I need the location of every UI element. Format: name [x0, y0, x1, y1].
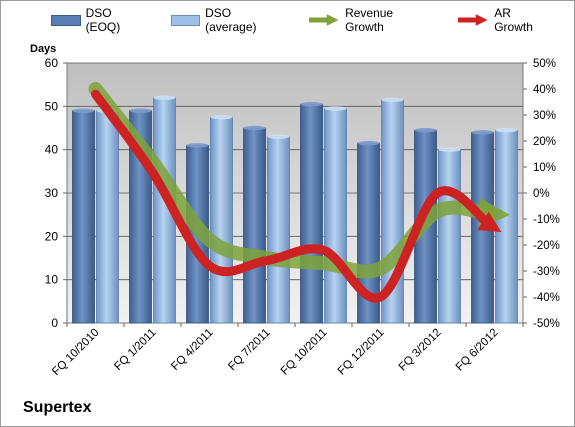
bar-cap-dso-eoq	[300, 101, 323, 107]
legend-label-revenue-growth: Revenue Growth	[345, 6, 394, 34]
bar-dso-average	[210, 116, 233, 324]
bar-dso-eoq	[300, 103, 323, 324]
y2-tick-label: 20%	[533, 136, 556, 148]
y2-tick-label: 50%	[533, 58, 556, 70]
y-tick-label: 0	[51, 316, 58, 330]
y-tick-label: 30	[45, 186, 59, 200]
line-ar-growth	[91, 89, 502, 303]
bar-cap-dso-average	[153, 95, 176, 100]
y2-tick-label: 0%	[533, 188, 550, 200]
bar-cap-dso-average	[324, 106, 347, 111]
legend-swatch-dso-average	[170, 14, 201, 26]
x-tick-label: FQ 3/2012	[397, 327, 444, 374]
bar-cap-dso-average	[267, 134, 290, 139]
legend-label-dso-eoq: DSO (EOQ)	[85, 6, 121, 34]
bar-cap-dso-average	[438, 147, 461, 152]
bar-dso-eoq	[243, 127, 266, 324]
bar-cap-dso-eoq	[129, 108, 152, 113]
bar-cap-dso-eoq	[243, 125, 266, 131]
y-tick-label: 20	[45, 229, 59, 243]
legend-item-ar-growth: AR Growth	[456, 6, 552, 34]
bar-cap-dso-eoq	[72, 108, 95, 113]
y-axis-title: Days	[30, 43, 57, 55]
y-tick-label: 50	[45, 99, 59, 113]
y-tick-label: 10	[45, 273, 59, 287]
x-tick-label: FQ 6/2012	[454, 327, 501, 374]
bar-cap-dso-average	[210, 114, 233, 120]
y2-tick-label: -40%	[533, 292, 560, 304]
x-tick-label: FQ 10/2010	[50, 327, 101, 378]
legend-item-dso-eoq: DSO (EOQ)	[51, 6, 149, 34]
y2-tick-label: -50%	[533, 318, 560, 330]
y2-tick-label: 30%	[533, 110, 556, 122]
y2-tick-label: 40%	[533, 84, 556, 96]
y2-tick-label: -30%	[533, 266, 560, 278]
y-tick-label: 60	[45, 56, 59, 70]
company-name: Supertex	[23, 399, 92, 416]
bar-cap-dso-eoq	[471, 130, 494, 135]
y-tick-label: 40	[45, 143, 59, 157]
x-tick-label: FQ 12/2011	[336, 327, 387, 378]
green-arrow-icon	[308, 14, 339, 26]
bar-dso-average	[96, 110, 119, 324]
legend-label-ar-growth: AR Growth	[494, 6, 533, 34]
bar-cap-dso-eoq	[186, 143, 209, 148]
x-tick-label: FQ 1/2011	[112, 327, 158, 373]
y2-tick-label: 10%	[533, 162, 556, 174]
legend-item-dso-average: DSO (average)	[170, 6, 285, 34]
legend-label-dso-average: DSO (average)	[205, 6, 257, 34]
bar-dso-average	[495, 129, 518, 324]
legend-swatch-dso-eoq	[51, 14, 81, 26]
y2-tick-label: -20%	[533, 240, 560, 252]
legend-item-revenue-growth: Revenue Growth	[307, 6, 434, 34]
x-tick-label: FQ 4/2011	[169, 327, 215, 373]
bar-cap-dso-eoq	[357, 140, 380, 146]
x-tick-label: FQ 10/2011	[279, 327, 330, 378]
bar-cap-dso-average	[381, 97, 404, 103]
bar-dso-average	[324, 108, 347, 324]
red-arrow-icon	[457, 14, 488, 26]
line-revenue-growth	[88, 82, 511, 279]
bar-cap-dso-average	[495, 127, 518, 133]
bar-dso-average	[267, 136, 290, 324]
legend: DSO (EOQ) DSO (average) Revenue Growth A…	[51, 6, 574, 34]
x-tick-label: FQ 7/2011	[226, 327, 272, 373]
bar-cap-dso-eoq	[414, 127, 437, 133]
bar-dso-average	[438, 149, 461, 324]
bar-dso-eoq	[72, 110, 95, 324]
y2-tick-label: -10%	[533, 214, 560, 226]
